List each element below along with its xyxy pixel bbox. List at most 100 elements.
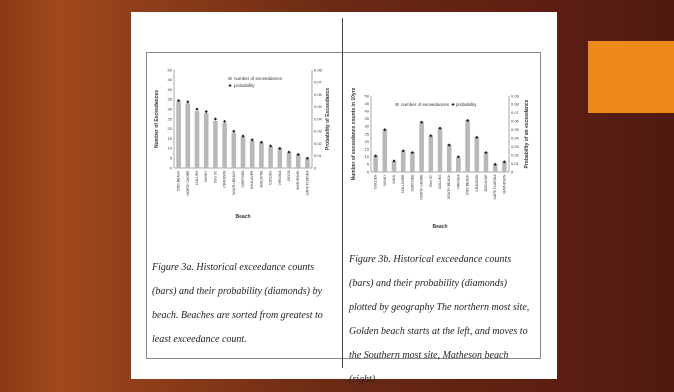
category-label: CAPE FLORIDA [493,174,497,200]
y2-tick-label: 0.09 [511,93,520,98]
y2-axis-title: Probability of an exceedance [524,99,530,168]
y2-tick-label: 0.06 [511,119,520,124]
y-tick-label: 10 [168,146,173,151]
category-label: BISCAYNE [484,174,488,192]
bar [249,140,255,168]
bar [222,122,227,168]
y-tick-label: 5 [170,156,173,161]
y2-tick-label: 0.01 [511,161,520,166]
bar [400,150,406,172]
category-label: DELTA [287,170,291,181]
legend-swatch-probability [228,84,232,87]
category-label: COLLINS [195,170,199,185]
y2-tick-label: 0.03 [314,129,323,134]
y2-axis-title: Probability of Exceedance [325,88,331,150]
bar [483,152,489,172]
legend-swatch-probability [451,103,455,106]
category-label: HAUL [392,174,396,183]
bar [428,135,434,172]
category-label: BISCAYNE [259,170,263,188]
y-tick-label: 0 [170,165,173,170]
y-tick-label: 20 [365,139,370,144]
bar [410,152,415,172]
legend-label-probability: probability [234,83,255,88]
category-label: 53rd ST. [213,170,217,183]
probability-marker [475,135,479,139]
bar [305,158,310,168]
probability-marker [438,126,442,130]
category-label: CRANDON [223,170,227,188]
y-tick-label: 25 [168,116,173,121]
y2-tick-label: 0.02 [511,152,520,157]
y2-tick-label: 0.02 [314,141,323,146]
y-tick-label: 50 [365,93,370,98]
y2-tick-label: 0.01 [314,153,323,158]
bar [268,146,273,168]
probability-marker [484,150,488,155]
category-label: COLLINS [438,174,442,189]
bar [213,120,218,168]
x-axis-title: Beach [432,224,447,230]
y-tick-label: 40 [365,109,370,114]
category-label: CRANDON [475,174,479,192]
y-tick-label: 35 [365,116,370,121]
probability-marker [186,100,190,104]
y-tick-label: 35 [168,97,173,102]
probability-marker [502,160,506,164]
bar [419,121,424,172]
y2-tick-label: 0.04 [314,116,323,121]
probability-marker [287,150,291,154]
bar [277,148,283,168]
legend-label-bars: number of exceedances [234,76,283,81]
x-axis-title: Beach [235,214,250,220]
chart-figure-3a: 0 5 10 15 20 25 30 35 40 45 50 0 0.01 0.02 0.03 0.04 0.0… [154,67,331,220]
category-label: MATHESON [296,170,300,190]
category-label: NORTH SHORE [420,174,424,200]
probability-marker [296,152,300,157]
bar [259,142,264,168]
bar [231,132,237,168]
y2-tick-label: 0.07 [511,110,520,115]
category-label: SOUTH BEACH [232,170,236,195]
category-label: SUNNY [383,174,387,187]
y-tick-label: 40 [168,87,173,92]
legend-swatch-bars [228,77,232,80]
y-axis-title: Number of Exceedances [154,90,160,148]
category-label: GOLDEN [269,170,273,185]
bar [465,120,470,172]
y2-tick-label: 0.08 [511,102,520,107]
chart-figure-3b: 0 5 10 15 20 25 30 35 40 45 50 0 0.01 0.02 0.03 0.04 0.0… [351,87,530,230]
bar [203,113,209,168]
bar [382,129,388,172]
category-label: MATHESON [502,174,506,194]
y-tick-label: 20 [168,126,173,131]
y2-tick-label: 0.05 [314,104,323,109]
y-axis-title: Number of exceedance counts in 10yrs [351,87,357,180]
legend-swatch-bars [395,103,399,106]
category-label: HAULOVER [250,170,254,189]
bar [295,154,301,168]
legend-label-bars: number of exceedances [401,102,450,107]
y2-tick-label: 0 [511,169,514,174]
y2-tick-label: 0.03 [511,144,520,149]
figure-divider [342,18,343,368]
y-tick-label: 10 [365,154,370,159]
bar [456,156,461,172]
category-label: DOG BEACH [177,170,181,191]
probability-marker [493,162,497,166]
category-label: VIRGINIA [278,170,282,186]
y-tick-label: 45 [168,77,173,82]
bar [502,161,507,172]
bar [286,152,292,168]
probability-marker [250,138,254,142]
y2-tick-label: 0.05 [511,127,520,132]
bar [194,111,200,168]
bar [391,161,397,172]
category-label: CAPE FLORIDA [305,170,309,196]
y2-tick-label: 0.04 [511,136,520,141]
category-label: SOUTH BEACH [447,174,451,199]
caption-figure-3b: Figure 3b. Historical exceedance counts … [349,254,530,385]
y2-tick-label: 0.06 [314,92,323,97]
bar [185,103,191,168]
caption-figure-3a: Figure 3a. Historical exceedance counts … [152,262,323,345]
